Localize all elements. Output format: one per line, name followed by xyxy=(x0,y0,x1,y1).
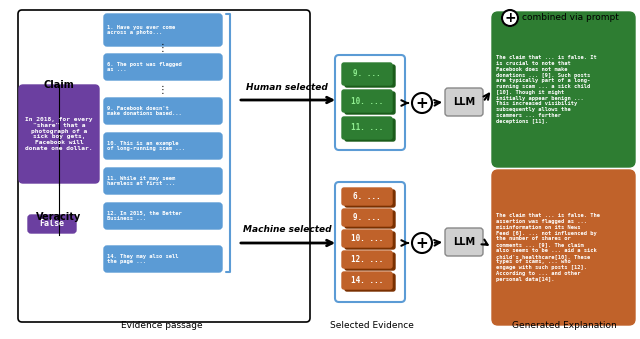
Text: Claim: Claim xyxy=(44,80,74,90)
Text: Machine selected: Machine selected xyxy=(243,225,332,235)
Text: 14. ...: 14. ... xyxy=(351,276,383,285)
FancyBboxPatch shape xyxy=(345,190,395,207)
FancyBboxPatch shape xyxy=(28,215,76,233)
Text: 10. This is an example
of long-running scam ...: 10. This is an example of long-running s… xyxy=(107,141,185,152)
FancyBboxPatch shape xyxy=(335,55,405,150)
Text: 12. In 2015, the Better
Business ...: 12. In 2015, the Better Business ... xyxy=(107,211,182,221)
FancyBboxPatch shape xyxy=(345,274,395,291)
Circle shape xyxy=(412,233,432,253)
FancyBboxPatch shape xyxy=(345,65,395,87)
FancyBboxPatch shape xyxy=(345,92,395,114)
Text: LLM: LLM xyxy=(453,237,475,247)
FancyBboxPatch shape xyxy=(492,170,635,325)
Text: combined via prompt: combined via prompt xyxy=(522,14,619,22)
Text: In 2018, for every
"share" that a
photograph of a
sick boy gets,
Facebook will
d: In 2018, for every "share" that a photog… xyxy=(25,117,93,151)
FancyBboxPatch shape xyxy=(342,230,392,247)
FancyBboxPatch shape xyxy=(104,246,222,272)
FancyBboxPatch shape xyxy=(104,14,222,46)
FancyBboxPatch shape xyxy=(104,54,222,80)
Circle shape xyxy=(502,10,518,26)
Text: 6. ...: 6. ... xyxy=(353,192,381,201)
FancyBboxPatch shape xyxy=(18,10,310,322)
Text: 9. ...: 9. ... xyxy=(353,69,381,79)
FancyBboxPatch shape xyxy=(19,85,99,183)
FancyBboxPatch shape xyxy=(104,133,222,159)
FancyBboxPatch shape xyxy=(342,251,392,268)
FancyBboxPatch shape xyxy=(345,232,395,249)
Text: ⋮: ⋮ xyxy=(158,43,168,53)
Text: 1. Have you ever come
across a photo...: 1. Have you ever come across a photo... xyxy=(107,25,175,35)
Text: 14. They may also sell
the page ...: 14. They may also sell the page ... xyxy=(107,254,179,264)
Text: +: + xyxy=(415,96,428,111)
Text: 11. While it may seem
harmless at first ...: 11. While it may seem harmless at first … xyxy=(107,176,175,186)
FancyBboxPatch shape xyxy=(492,12,635,167)
FancyBboxPatch shape xyxy=(345,253,395,270)
FancyBboxPatch shape xyxy=(342,272,392,289)
FancyBboxPatch shape xyxy=(445,88,483,116)
Text: ⋮: ⋮ xyxy=(158,85,168,95)
FancyBboxPatch shape xyxy=(445,228,483,256)
FancyBboxPatch shape xyxy=(345,211,395,228)
FancyBboxPatch shape xyxy=(104,98,222,124)
Text: 12. ...: 12. ... xyxy=(351,255,383,264)
FancyBboxPatch shape xyxy=(342,188,392,205)
Text: Human selected: Human selected xyxy=(246,82,328,92)
FancyBboxPatch shape xyxy=(342,90,392,112)
Text: LLM: LLM xyxy=(453,97,475,107)
Text: 10. ...: 10. ... xyxy=(351,234,383,243)
Text: Veracity: Veracity xyxy=(36,212,82,222)
FancyBboxPatch shape xyxy=(335,182,405,302)
Text: 11. ...: 11. ... xyxy=(351,123,383,133)
FancyBboxPatch shape xyxy=(104,203,222,229)
Circle shape xyxy=(412,93,432,113)
Text: The claim that ... is false. The
assertion was flagged as ...
misinformation on : The claim that ... is false. The asserti… xyxy=(496,213,600,282)
Text: 9. ...: 9. ... xyxy=(353,213,381,222)
FancyBboxPatch shape xyxy=(342,117,392,139)
Text: Selected Evidence: Selected Evidence xyxy=(330,321,414,330)
FancyBboxPatch shape xyxy=(345,119,395,141)
Text: Evidence passage: Evidence passage xyxy=(121,321,203,330)
FancyBboxPatch shape xyxy=(342,63,392,85)
Text: +: + xyxy=(504,11,516,25)
Text: False: False xyxy=(40,219,65,228)
Text: The claim that ... is false. It
is crucial to note that
Facebook does not make
d: The claim that ... is false. It is cruci… xyxy=(496,55,596,124)
FancyBboxPatch shape xyxy=(342,209,392,226)
FancyBboxPatch shape xyxy=(104,168,222,194)
Text: Generated Explanation: Generated Explanation xyxy=(511,321,616,330)
Text: 10. ...: 10. ... xyxy=(351,97,383,105)
Text: 9. Facebook doesn't
make donations based...: 9. Facebook doesn't make donations based… xyxy=(107,106,182,116)
Text: 6. The post was flagged
as ...: 6. The post was flagged as ... xyxy=(107,62,182,73)
Text: +: + xyxy=(415,236,428,251)
